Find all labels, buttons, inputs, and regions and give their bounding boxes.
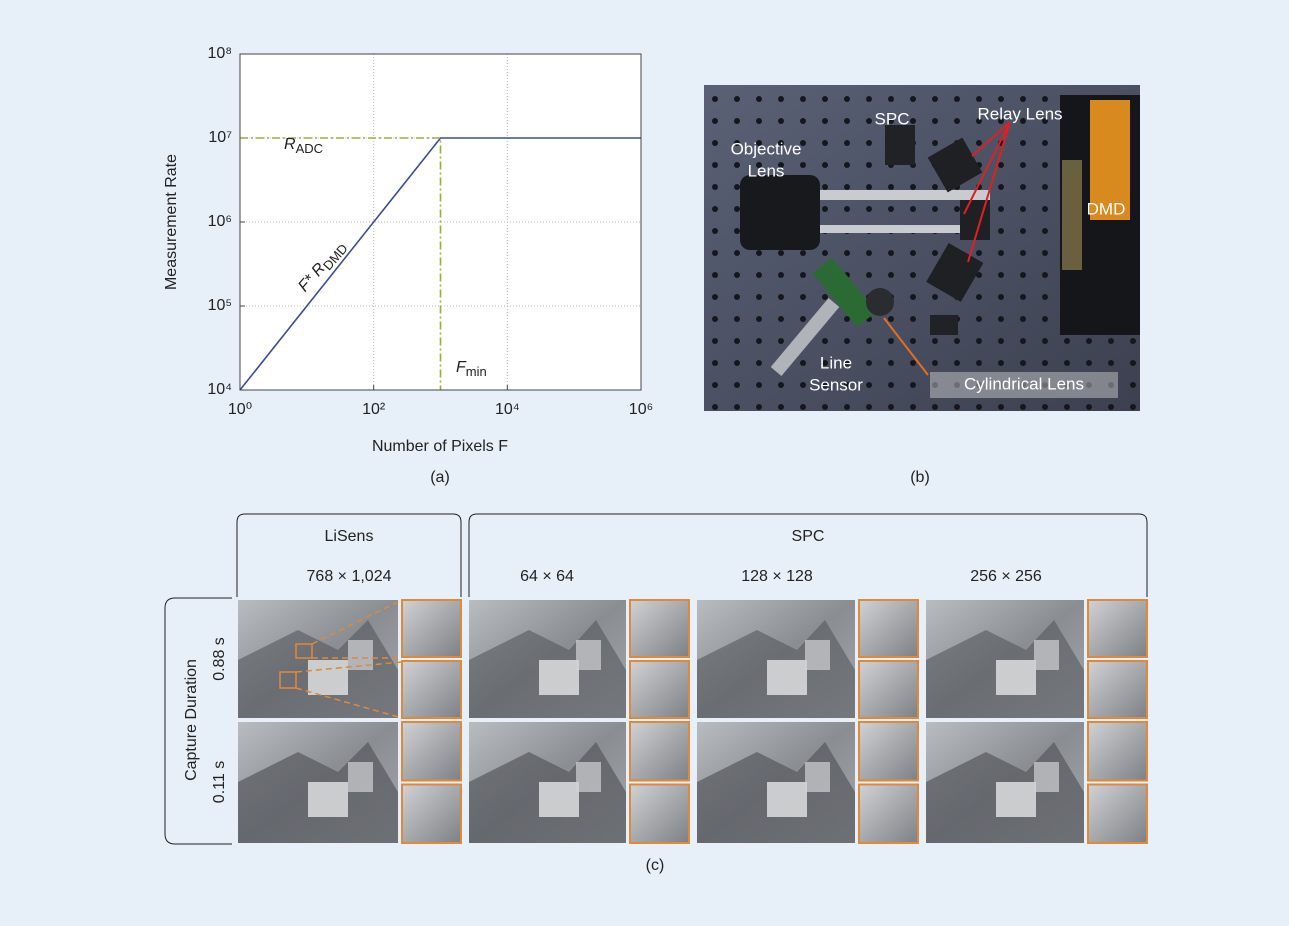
inset — [629, 599, 690, 658]
inset — [401, 783, 462, 844]
annotation: RADC — [284, 136, 323, 156]
annotation-sub: min — [466, 364, 487, 379]
image-content — [805, 640, 830, 670]
caption: (a) — [430, 469, 450, 486]
series-line — [239, 137, 641, 391]
x-tick-label: 10⁶ — [629, 401, 653, 418]
resolution-label: 64 × 64 — [520, 568, 574, 585]
image-content — [348, 762, 373, 792]
photo-label: DMD — [1087, 199, 1126, 218]
group-label: LiSens — [325, 528, 374, 545]
image-content — [996, 660, 1036, 695]
annotation-sub: ADC — [296, 141, 323, 156]
inset — [629, 783, 690, 844]
zoom-line — [295, 687, 403, 719]
y-axis-label: Measurement Rate — [163, 154, 180, 290]
photo-label: Line — [820, 353, 852, 372]
resolution-label: 256 × 256 — [970, 568, 1042, 585]
zoom-box — [279, 671, 297, 689]
y-tick-label: 10⁵ — [208, 297, 232, 314]
y-tick-label: 10⁶ — [208, 213, 232, 230]
row-label: 0.11 s — [211, 761, 228, 803]
row-box — [164, 597, 232, 845]
annotation-main: F — [456, 359, 467, 376]
annotation: Fmin — [456, 359, 487, 379]
y-tick-label: 10⁷ — [208, 129, 232, 146]
zoom-box — [295, 643, 313, 659]
inset — [1087, 783, 1148, 844]
y-tick-label: 10⁴ — [207, 381, 232, 398]
inset — [1087, 660, 1148, 719]
header-box — [236, 513, 462, 597]
zoom-line — [295, 661, 403, 673]
inset — [858, 599, 919, 658]
image-content — [539, 782, 579, 817]
image-content — [996, 782, 1036, 817]
photo-label: Sensor — [809, 375, 863, 394]
inset — [858, 721, 919, 782]
inset — [629, 660, 690, 719]
row-title: Capture Duration — [183, 659, 200, 781]
image-content — [1034, 640, 1059, 670]
row-label: 0.88 s — [211, 637, 228, 681]
resolution-label: 128 × 128 — [741, 568, 813, 585]
inset — [401, 660, 462, 719]
photo-label: Relay Lens — [977, 104, 1062, 123]
photo: SPC Relay Lens Objective Lens DMD Line S… — [704, 85, 1140, 411]
photo-label: Cylindrical Lens — [964, 374, 1084, 393]
image-content — [767, 660, 807, 695]
x-tick-label: 10⁴ — [495, 401, 520, 418]
image-content — [308, 660, 348, 695]
caption: (c) — [646, 857, 665, 874]
image-content — [576, 640, 601, 670]
image-content — [767, 782, 807, 817]
inset — [858, 660, 919, 719]
image-content — [805, 762, 830, 792]
inset — [629, 721, 690, 782]
caption: (b) — [910, 469, 930, 486]
image-content — [539, 660, 579, 695]
image-content — [576, 762, 601, 792]
x-tick-label: 10⁰ — [228, 401, 252, 418]
photo-label: SPC — [875, 109, 910, 128]
photo-label: Lens — [748, 161, 785, 180]
group-label: SPC — [792, 528, 825, 545]
inset — [1087, 599, 1148, 658]
photo-label: Objective — [731, 139, 802, 158]
inset — [401, 721, 462, 782]
image-grid — [238, 599, 1148, 844]
image-content — [1034, 762, 1059, 792]
series-line — [240, 137, 442, 390]
annotation-main: R — [284, 136, 296, 153]
header-box — [468, 513, 1148, 597]
inset — [858, 783, 919, 844]
inset — [1087, 721, 1148, 782]
plot-area — [239, 53, 642, 391]
x-axis-label: Number of Pixels F — [372, 438, 508, 455]
resolution-label: 768 × 1,024 — [307, 568, 392, 585]
zoom-line — [311, 599, 403, 645]
image-content — [308, 782, 348, 817]
inset — [401, 599, 462, 658]
x-tick-label: 10² — [362, 401, 386, 418]
y-tick-label: 10⁸ — [207, 45, 232, 62]
